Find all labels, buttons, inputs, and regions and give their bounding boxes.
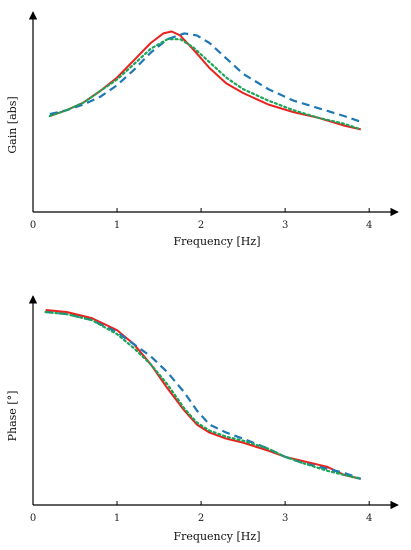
gain-x-tick-label: 1 bbox=[114, 220, 120, 231]
gain-x-tick-label: 4 bbox=[366, 220, 372, 231]
phase-x-tick-label: 1 bbox=[114, 513, 120, 524]
gain-series-dotted bbox=[48, 38, 362, 131]
gain-y-axis-title: Gain [abs] bbox=[6, 96, 19, 153]
phase-x-tick-label: 4 bbox=[366, 513, 372, 524]
phase-series-dashed bbox=[45, 310, 362, 480]
phase-series-solid bbox=[45, 309, 362, 480]
phase-x-tick-label: 2 bbox=[198, 513, 204, 524]
gain-x-tick-label: 2 bbox=[198, 220, 204, 231]
phase-chart: 0 1 2 3 4 Frequency [Hz] Phase [°] bbox=[6, 295, 399, 543]
gain-series-solid bbox=[49, 30, 362, 131]
gain-plot-area: 0 1 2 3 4 bbox=[28, 11, 399, 231]
phase-y-axis-title: Phase [°] bbox=[6, 391, 19, 442]
gain-x-tick-label: 3 bbox=[282, 220, 288, 231]
gain-chart: 0 1 2 3 4 Frequency [Hz] Gain [abs] bbox=[6, 11, 399, 248]
phase-x-tick-label: 3 bbox=[282, 513, 288, 524]
phase-plot-area: 0 1 2 3 4 bbox=[28, 295, 399, 524]
gain-x-tick-label: 0 bbox=[30, 220, 36, 231]
phase-x-tick-label: 0 bbox=[30, 513, 36, 524]
gain-series-dashed bbox=[49, 32, 362, 123]
gain-x-axis-title: Frequency [Hz] bbox=[174, 235, 261, 248]
phase-series-dotted bbox=[44, 310, 362, 480]
phase-x-axis-title: Frequency [Hz] bbox=[174, 530, 261, 543]
